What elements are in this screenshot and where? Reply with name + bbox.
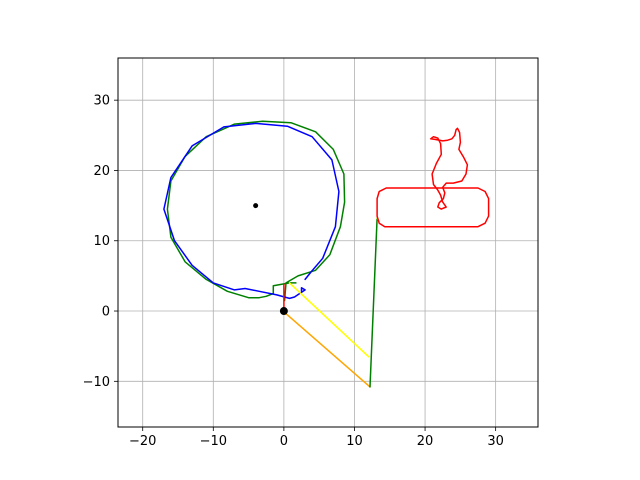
series-line-red xyxy=(376,187,490,228)
series-line-orange xyxy=(284,312,371,388)
y-tick-label: 30 xyxy=(93,94,110,109)
x-tick-label: −10 xyxy=(200,434,227,449)
data-point xyxy=(253,203,259,209)
x-tick-label: 20 xyxy=(417,434,434,449)
data-points xyxy=(253,203,288,316)
series-line-yellow xyxy=(288,282,370,358)
x-tick-labels: −20 −10 0 10 20 30 xyxy=(129,434,504,449)
y-tick-label: 0 xyxy=(102,305,110,320)
series-line-blue xyxy=(163,122,340,300)
grid-lines xyxy=(118,58,538,427)
x-tick-label: −20 xyxy=(129,434,156,449)
x-tick-label: 30 xyxy=(487,434,504,449)
axes-frame xyxy=(117,57,539,428)
series-lines xyxy=(163,120,490,388)
series-line-green xyxy=(369,217,378,388)
y-tick-label: −10 xyxy=(83,375,110,390)
data-point xyxy=(279,307,288,316)
x-tick-label: 0 xyxy=(280,434,288,449)
y-tick-label: 10 xyxy=(93,234,110,249)
series-line-red xyxy=(429,127,469,210)
tick-marks xyxy=(114,99,497,431)
y-tick-label: 20 xyxy=(93,164,110,179)
x-tick-label: 10 xyxy=(346,434,363,449)
series-line-green xyxy=(166,120,346,302)
y-tick-labels: −10 0 10 20 30 xyxy=(83,94,110,390)
